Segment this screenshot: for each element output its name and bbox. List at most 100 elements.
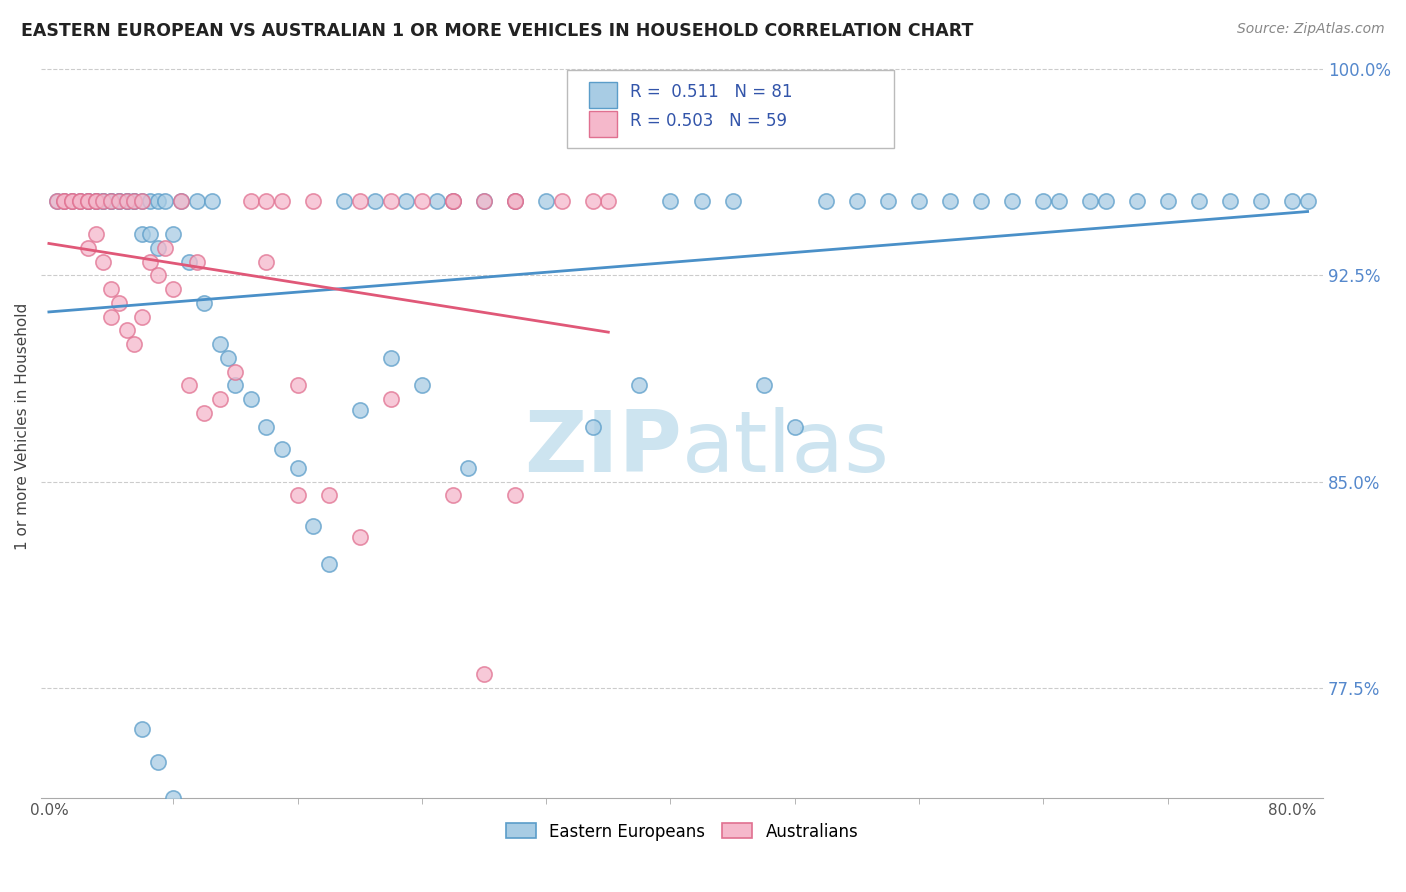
Point xyxy=(472,194,495,208)
Point xyxy=(146,268,169,283)
Point xyxy=(108,295,131,310)
Point xyxy=(76,194,98,208)
Point xyxy=(162,227,184,241)
Point xyxy=(1125,194,1147,208)
Point xyxy=(124,194,146,208)
Point xyxy=(380,194,402,208)
Point xyxy=(53,194,76,208)
Point xyxy=(302,194,325,208)
Point xyxy=(333,194,356,208)
Point xyxy=(441,488,464,502)
Point xyxy=(146,756,169,770)
Point xyxy=(91,194,114,208)
Point xyxy=(170,194,193,208)
Point xyxy=(69,194,91,208)
Point xyxy=(100,194,122,208)
Point xyxy=(76,194,98,208)
Point xyxy=(217,351,239,365)
Point xyxy=(53,194,76,208)
Text: ZIP: ZIP xyxy=(524,408,682,491)
Point xyxy=(100,194,122,208)
Point xyxy=(91,194,114,208)
Point xyxy=(115,323,138,337)
Point xyxy=(411,194,433,208)
Point xyxy=(45,194,67,208)
Point xyxy=(115,194,138,208)
Text: R =  0.511   N = 81: R = 0.511 N = 81 xyxy=(630,83,792,101)
Point xyxy=(45,194,67,208)
Point xyxy=(139,254,162,268)
Point xyxy=(287,488,309,502)
Point xyxy=(1001,194,1024,208)
Point xyxy=(721,194,744,208)
Point xyxy=(1032,194,1054,208)
Point xyxy=(908,194,931,208)
Point xyxy=(224,378,246,392)
Point xyxy=(84,227,107,241)
Point xyxy=(380,392,402,406)
Point xyxy=(108,194,131,208)
Point xyxy=(124,194,146,208)
Point xyxy=(472,667,495,681)
Bar xyxy=(589,81,617,108)
Point xyxy=(287,461,309,475)
Point xyxy=(60,194,83,208)
Point xyxy=(170,194,193,208)
Point xyxy=(146,241,169,255)
Point xyxy=(271,442,294,456)
Point xyxy=(108,194,131,208)
Point xyxy=(124,337,146,351)
Point xyxy=(239,392,262,406)
Point xyxy=(939,194,962,208)
Point xyxy=(256,194,278,208)
Point xyxy=(76,194,98,208)
Point xyxy=(845,194,868,208)
Point xyxy=(177,254,200,268)
Point xyxy=(411,378,433,392)
Point xyxy=(1188,194,1211,208)
Point xyxy=(503,194,526,208)
Bar xyxy=(589,112,617,137)
Point xyxy=(131,227,153,241)
Point xyxy=(201,194,224,208)
Point xyxy=(457,461,479,475)
Point xyxy=(582,419,605,434)
Point xyxy=(426,194,449,208)
Y-axis label: 1 or more Vehicles in Household: 1 or more Vehicles in Household xyxy=(15,303,30,550)
Point xyxy=(186,254,208,268)
Point xyxy=(690,194,713,208)
Text: atlas: atlas xyxy=(682,408,890,491)
Point xyxy=(193,406,215,420)
Point xyxy=(598,194,620,208)
Point xyxy=(84,194,107,208)
Point xyxy=(91,194,114,208)
Point xyxy=(503,194,526,208)
Point xyxy=(364,194,387,208)
Point xyxy=(503,194,526,208)
Point xyxy=(1094,194,1116,208)
Point xyxy=(534,194,557,208)
Point xyxy=(131,723,153,737)
Point xyxy=(256,254,278,268)
Point xyxy=(239,194,262,208)
Point xyxy=(349,194,371,208)
Point xyxy=(69,194,91,208)
Text: R = 0.503   N = 59: R = 0.503 N = 59 xyxy=(630,112,786,130)
Point xyxy=(155,241,177,255)
Point xyxy=(287,378,309,392)
Point xyxy=(970,194,993,208)
Point xyxy=(115,194,138,208)
Point xyxy=(659,194,682,208)
Point xyxy=(395,194,418,208)
Point xyxy=(582,194,605,208)
Point xyxy=(318,558,340,572)
Point xyxy=(441,194,464,208)
Point xyxy=(131,194,153,208)
Point xyxy=(814,194,837,208)
Point xyxy=(208,337,231,351)
Point xyxy=(877,194,900,208)
Text: Source: ZipAtlas.com: Source: ZipAtlas.com xyxy=(1237,22,1385,37)
Point xyxy=(628,378,651,392)
Point xyxy=(1281,194,1303,208)
Point xyxy=(186,194,208,208)
